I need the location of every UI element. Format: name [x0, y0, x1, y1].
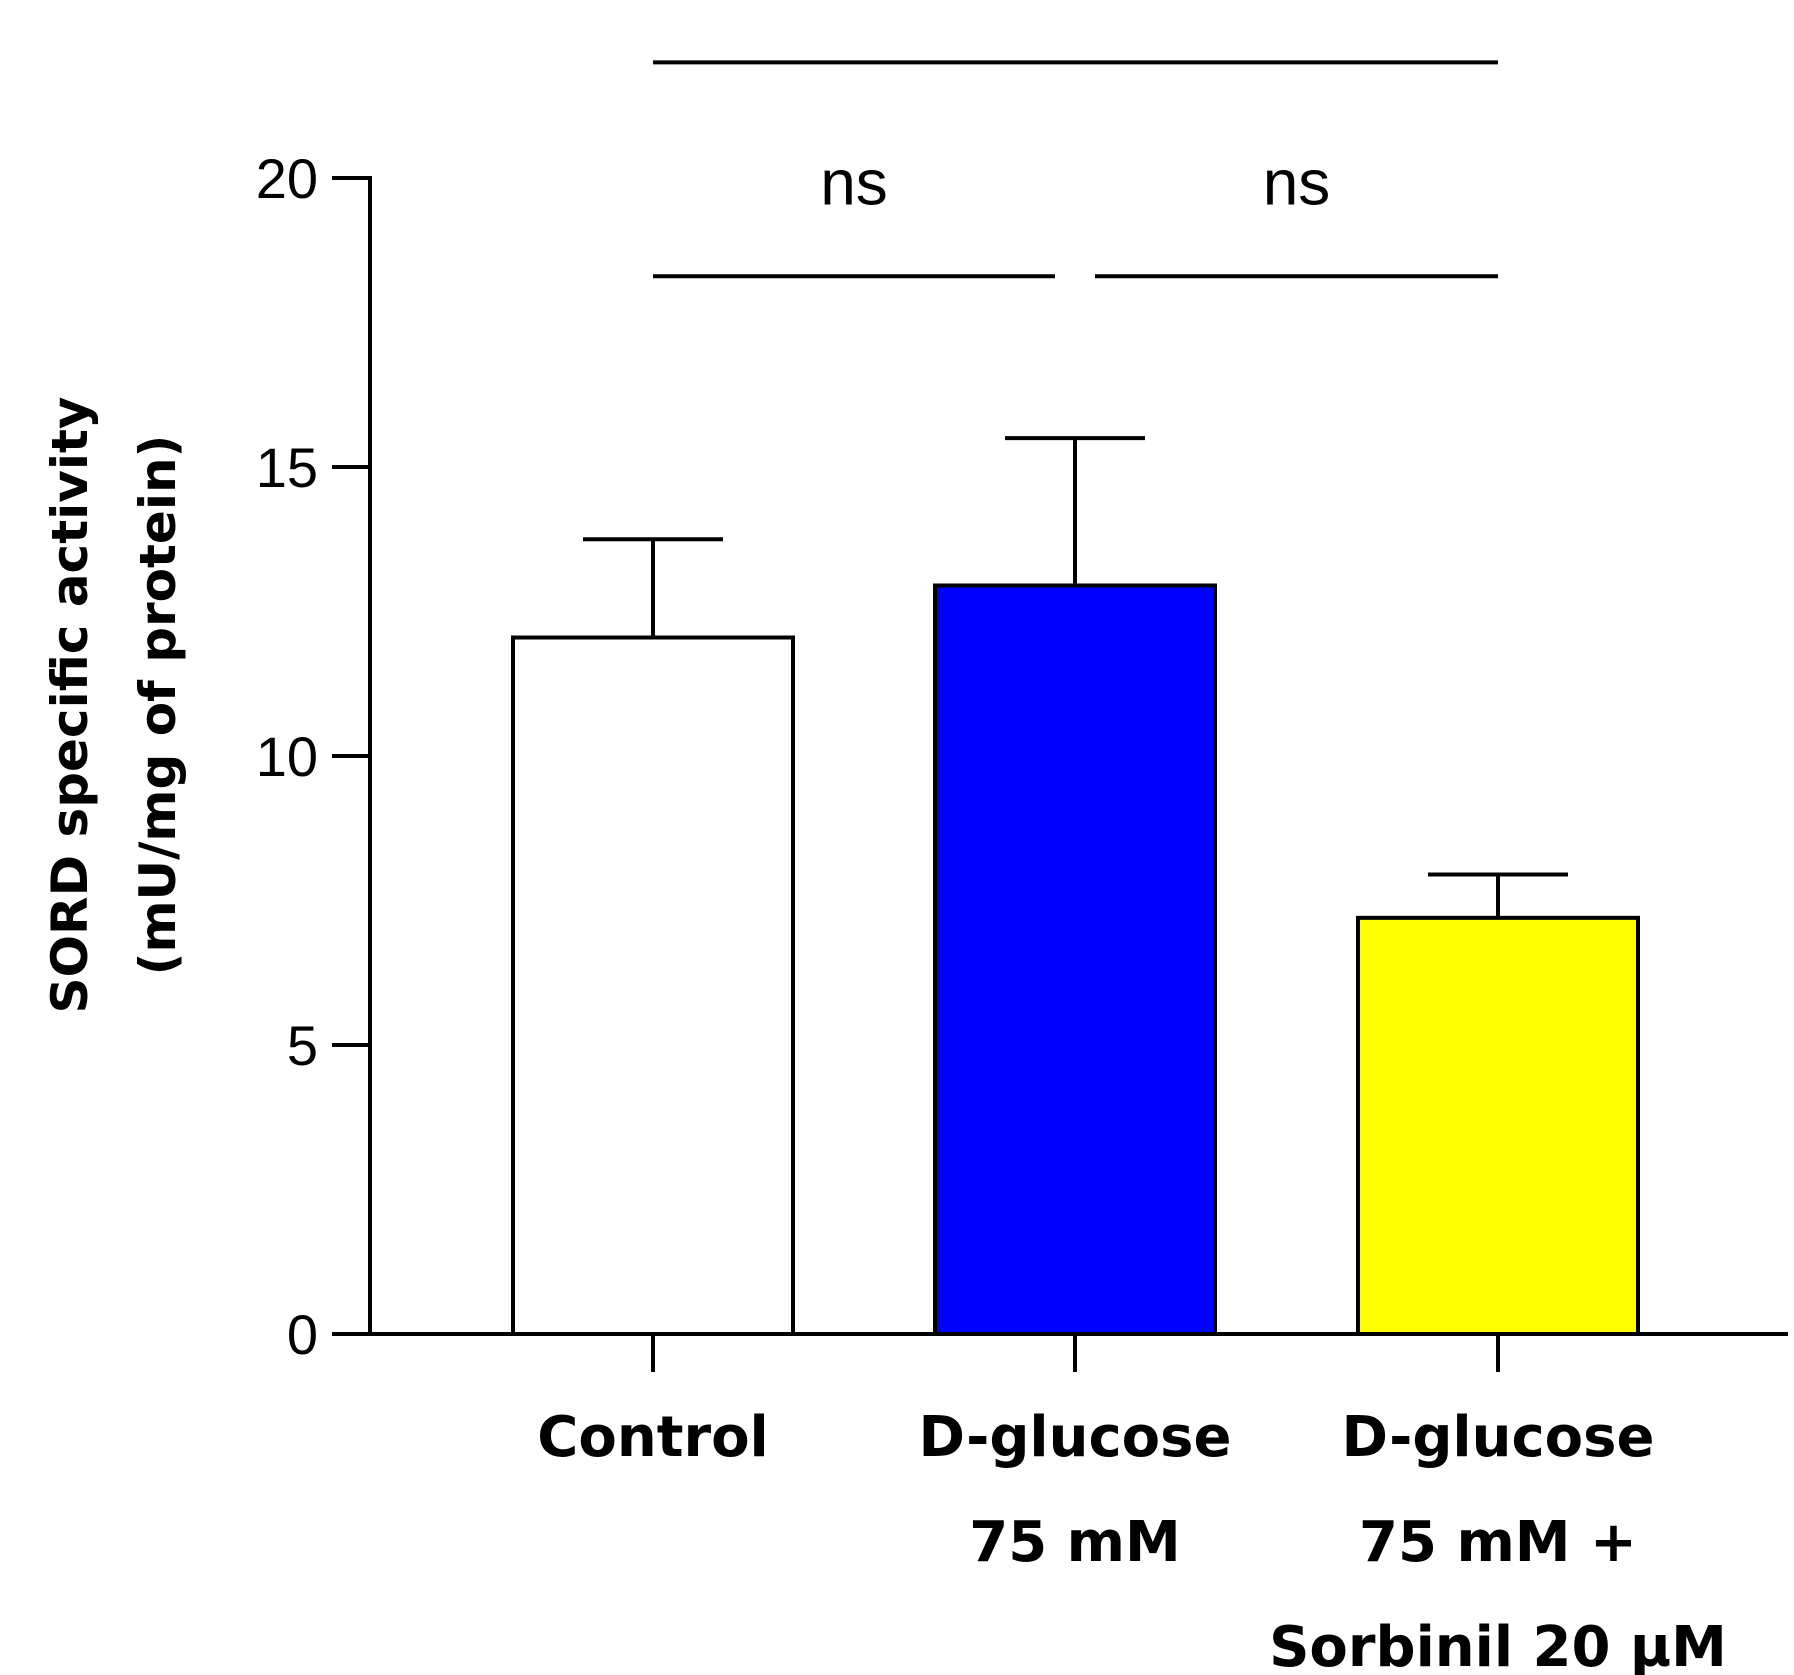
y-tick-label-15: 15: [256, 436, 318, 499]
bar-2: [933, 583, 1217, 1336]
y-axis-title-line-2: (mU/mg of protein): [129, 435, 187, 976]
bar-1: [511, 635, 795, 1336]
x-category-label-2-line-1: D-glucose: [919, 1405, 1232, 1470]
significance-label-2: ns: [820, 146, 888, 218]
x-category-label-1-line-1: Control: [537, 1405, 769, 1470]
significance-label-3: ns: [1263, 146, 1331, 218]
y-axis-title: SORD specific activity (mU/mg of protein…: [41, 397, 187, 1014]
y-tick-label-0: 0: [287, 1303, 318, 1366]
x-category-label-3-line-3: Sorbinil 20 µM: [1269, 1615, 1727, 1675]
y-tick-label-10: 10: [256, 725, 318, 788]
bar-3: [1356, 915, 1640, 1337]
y-tick-label-5: 5: [287, 1014, 318, 1077]
y-axis-title-line-1: SORD specific activity: [41, 397, 99, 1014]
x-category-label-3-line-2: 75 mM +: [1359, 1510, 1637, 1575]
x-category-label-3-line-1: D-glucose: [1342, 1405, 1655, 1470]
x-category-label-2-line-2: 75 mM: [969, 1510, 1181, 1575]
significance-label-1: ns: [1042, 0, 1110, 4]
y-tick-label-20: 20: [256, 147, 318, 210]
